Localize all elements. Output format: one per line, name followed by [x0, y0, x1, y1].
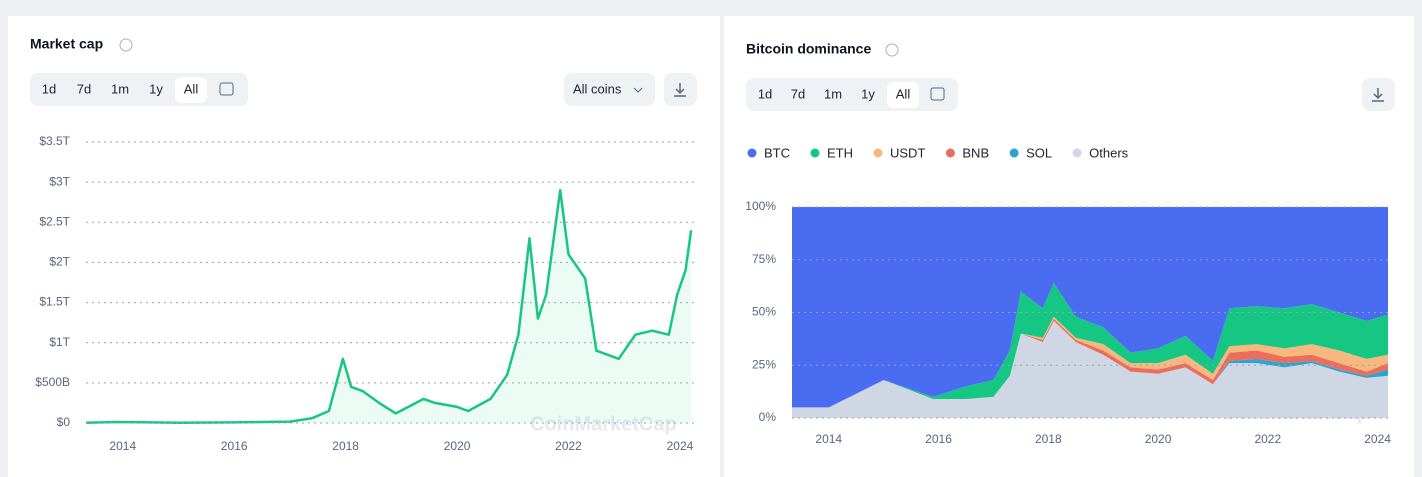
dropdown-arrow [633, 87, 643, 93]
chart-title: Market cap [30, 36, 103, 52]
legend-label[interactable]: USDT [890, 145, 925, 160]
info-icon[interactable] [885, 43, 899, 57]
calendar-icon[interactable] [219, 82, 234, 96]
x-tick-label: 2016 [925, 432, 952, 446]
x-tick-label: 2020 [1145, 432, 1172, 446]
info-icon[interactable] [119, 38, 133, 52]
chart-title: Bitcoin dominance [746, 41, 871, 57]
range-button-active[interactable] [175, 77, 207, 103]
watermark: CoinMarketCap [530, 413, 677, 435]
x-tick-label: 2024 [667, 439, 694, 453]
y-tick-label: $2T [49, 255, 70, 269]
calendar-icon[interactable] [930, 87, 945, 101]
x-tick-label: 2022 [555, 439, 582, 453]
coin-filter-label: All coins [573, 81, 622, 96]
range-button[interactable]: 1d [42, 81, 56, 96]
y-tick-label: $1.5T [39, 295, 70, 309]
y-tick-label: $500B [35, 375, 70, 389]
coin-filter[interactable] [564, 73, 655, 106]
x-tick-label: 2014 [815, 432, 842, 446]
legend-swatch [1072, 148, 1082, 158]
legend-label[interactable]: SOL [1026, 145, 1052, 160]
range-button[interactable]: 1d [758, 86, 772, 101]
range-button-active[interactable] [887, 82, 919, 108]
line [85, 188, 693, 425]
x-tick-label: 2022 [1254, 432, 1281, 446]
x-tick-label: 2024 [1364, 432, 1391, 446]
range-button[interactable]: 7d [791, 86, 805, 101]
y-tick-label: 75% [752, 252, 776, 266]
legend-label[interactable]: BNB [962, 145, 989, 160]
range-button[interactable]: 1y [861, 86, 875, 101]
legend-label[interactable]: BTC [764, 145, 790, 160]
x-tick-label: 2018 [332, 439, 359, 453]
y-tick-label: 25% [752, 357, 776, 371]
x-tick-label: 2020 [444, 439, 471, 453]
x-tick-label: 2016 [221, 439, 248, 453]
y-tick-label: $3.5T [39, 134, 70, 148]
range-button[interactable]: 1m [824, 86, 842, 101]
range-button[interactable]: 1y [149, 81, 163, 96]
range-group [746, 78, 958, 111]
legend-label[interactable]: Others [1089, 145, 1129, 160]
legend-swatch [810, 148, 820, 158]
y-tick-label: $3T [49, 174, 70, 188]
y-tick-label: 0% [759, 410, 777, 424]
range-button[interactable]: 7d [77, 81, 91, 96]
y-tick-label: $1T [49, 335, 70, 349]
download-icon [1372, 88, 1384, 102]
stacked-area [792, 320, 1388, 408]
legend-swatch [873, 148, 883, 158]
legend-label[interactable]: ETH [827, 145, 853, 160]
y-tick-label: $0 [57, 415, 71, 429]
range-group [30, 73, 248, 106]
range-button[interactable]: 1m [111, 81, 129, 96]
x-tick-label: 2014 [109, 439, 136, 453]
y-tick-label: $2.5T [39, 214, 70, 228]
legend-swatch [945, 148, 955, 158]
range-button[interactable]: All [184, 81, 199, 96]
stacked-area [792, 320, 1388, 418]
range-button[interactable]: All [896, 86, 911, 101]
area-fill [86, 190, 692, 423]
legend-swatch [1009, 148, 1019, 158]
legend-swatch [747, 148, 757, 158]
stacked-area [792, 207, 1388, 408]
y-tick-label: 100% [745, 199, 776, 213]
stacked-area [792, 283, 1388, 408]
x-tick-label: 2018 [1035, 432, 1062, 446]
download-icon [674, 83, 686, 97]
y-tick-label: 50% [752, 305, 776, 319]
